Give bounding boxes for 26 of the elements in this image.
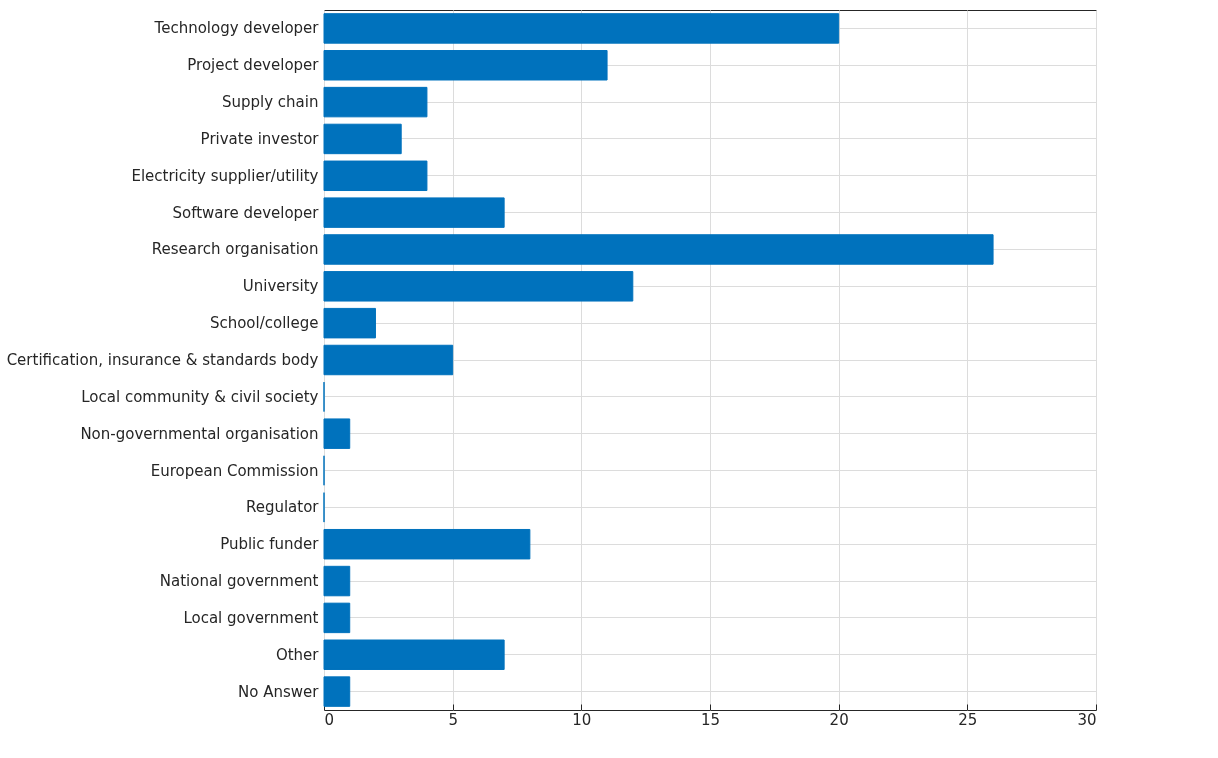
y-tick-label: National government xyxy=(159,572,319,591)
x-tick-label: 30 xyxy=(1077,710,1097,729)
y-tick-label: Technology developer xyxy=(153,19,320,38)
y-tick-label: Local government xyxy=(183,608,319,627)
x-tick-label: 0 xyxy=(324,710,335,729)
y-tick-label: Supply chain xyxy=(221,93,319,112)
y-tick-label: Regulator xyxy=(245,498,320,517)
x-tick-label: 25 xyxy=(958,710,978,729)
x-tick-label: 5 xyxy=(448,710,458,729)
y-tick-label: Local community & civil society xyxy=(81,387,319,406)
y-tick-label: Electricity supplier/utility xyxy=(131,166,319,185)
y-tick-label: University xyxy=(242,277,319,296)
y-tick-label: Private investor xyxy=(200,129,320,148)
y-tick-label: Software developer xyxy=(172,203,320,222)
y-tick-label: No Answer xyxy=(238,682,320,701)
y-tick-label: Certification, insurance & standards body xyxy=(6,351,319,369)
y-tick-label: Project developer xyxy=(187,56,320,75)
y-tick-label: European Commission xyxy=(150,461,319,480)
y-tick-label: School/college xyxy=(209,314,319,333)
y-tick-label: Non-governmental organisation xyxy=(80,424,319,443)
x-tick-label: 10 xyxy=(572,710,592,729)
x-tick-label: 15 xyxy=(700,710,721,729)
x-tick-label: 20 xyxy=(829,710,849,729)
y-tick-label: Research organisation xyxy=(151,240,319,259)
y-tick-label: Public funder xyxy=(220,535,320,554)
y-tick-label: Other xyxy=(275,645,320,664)
